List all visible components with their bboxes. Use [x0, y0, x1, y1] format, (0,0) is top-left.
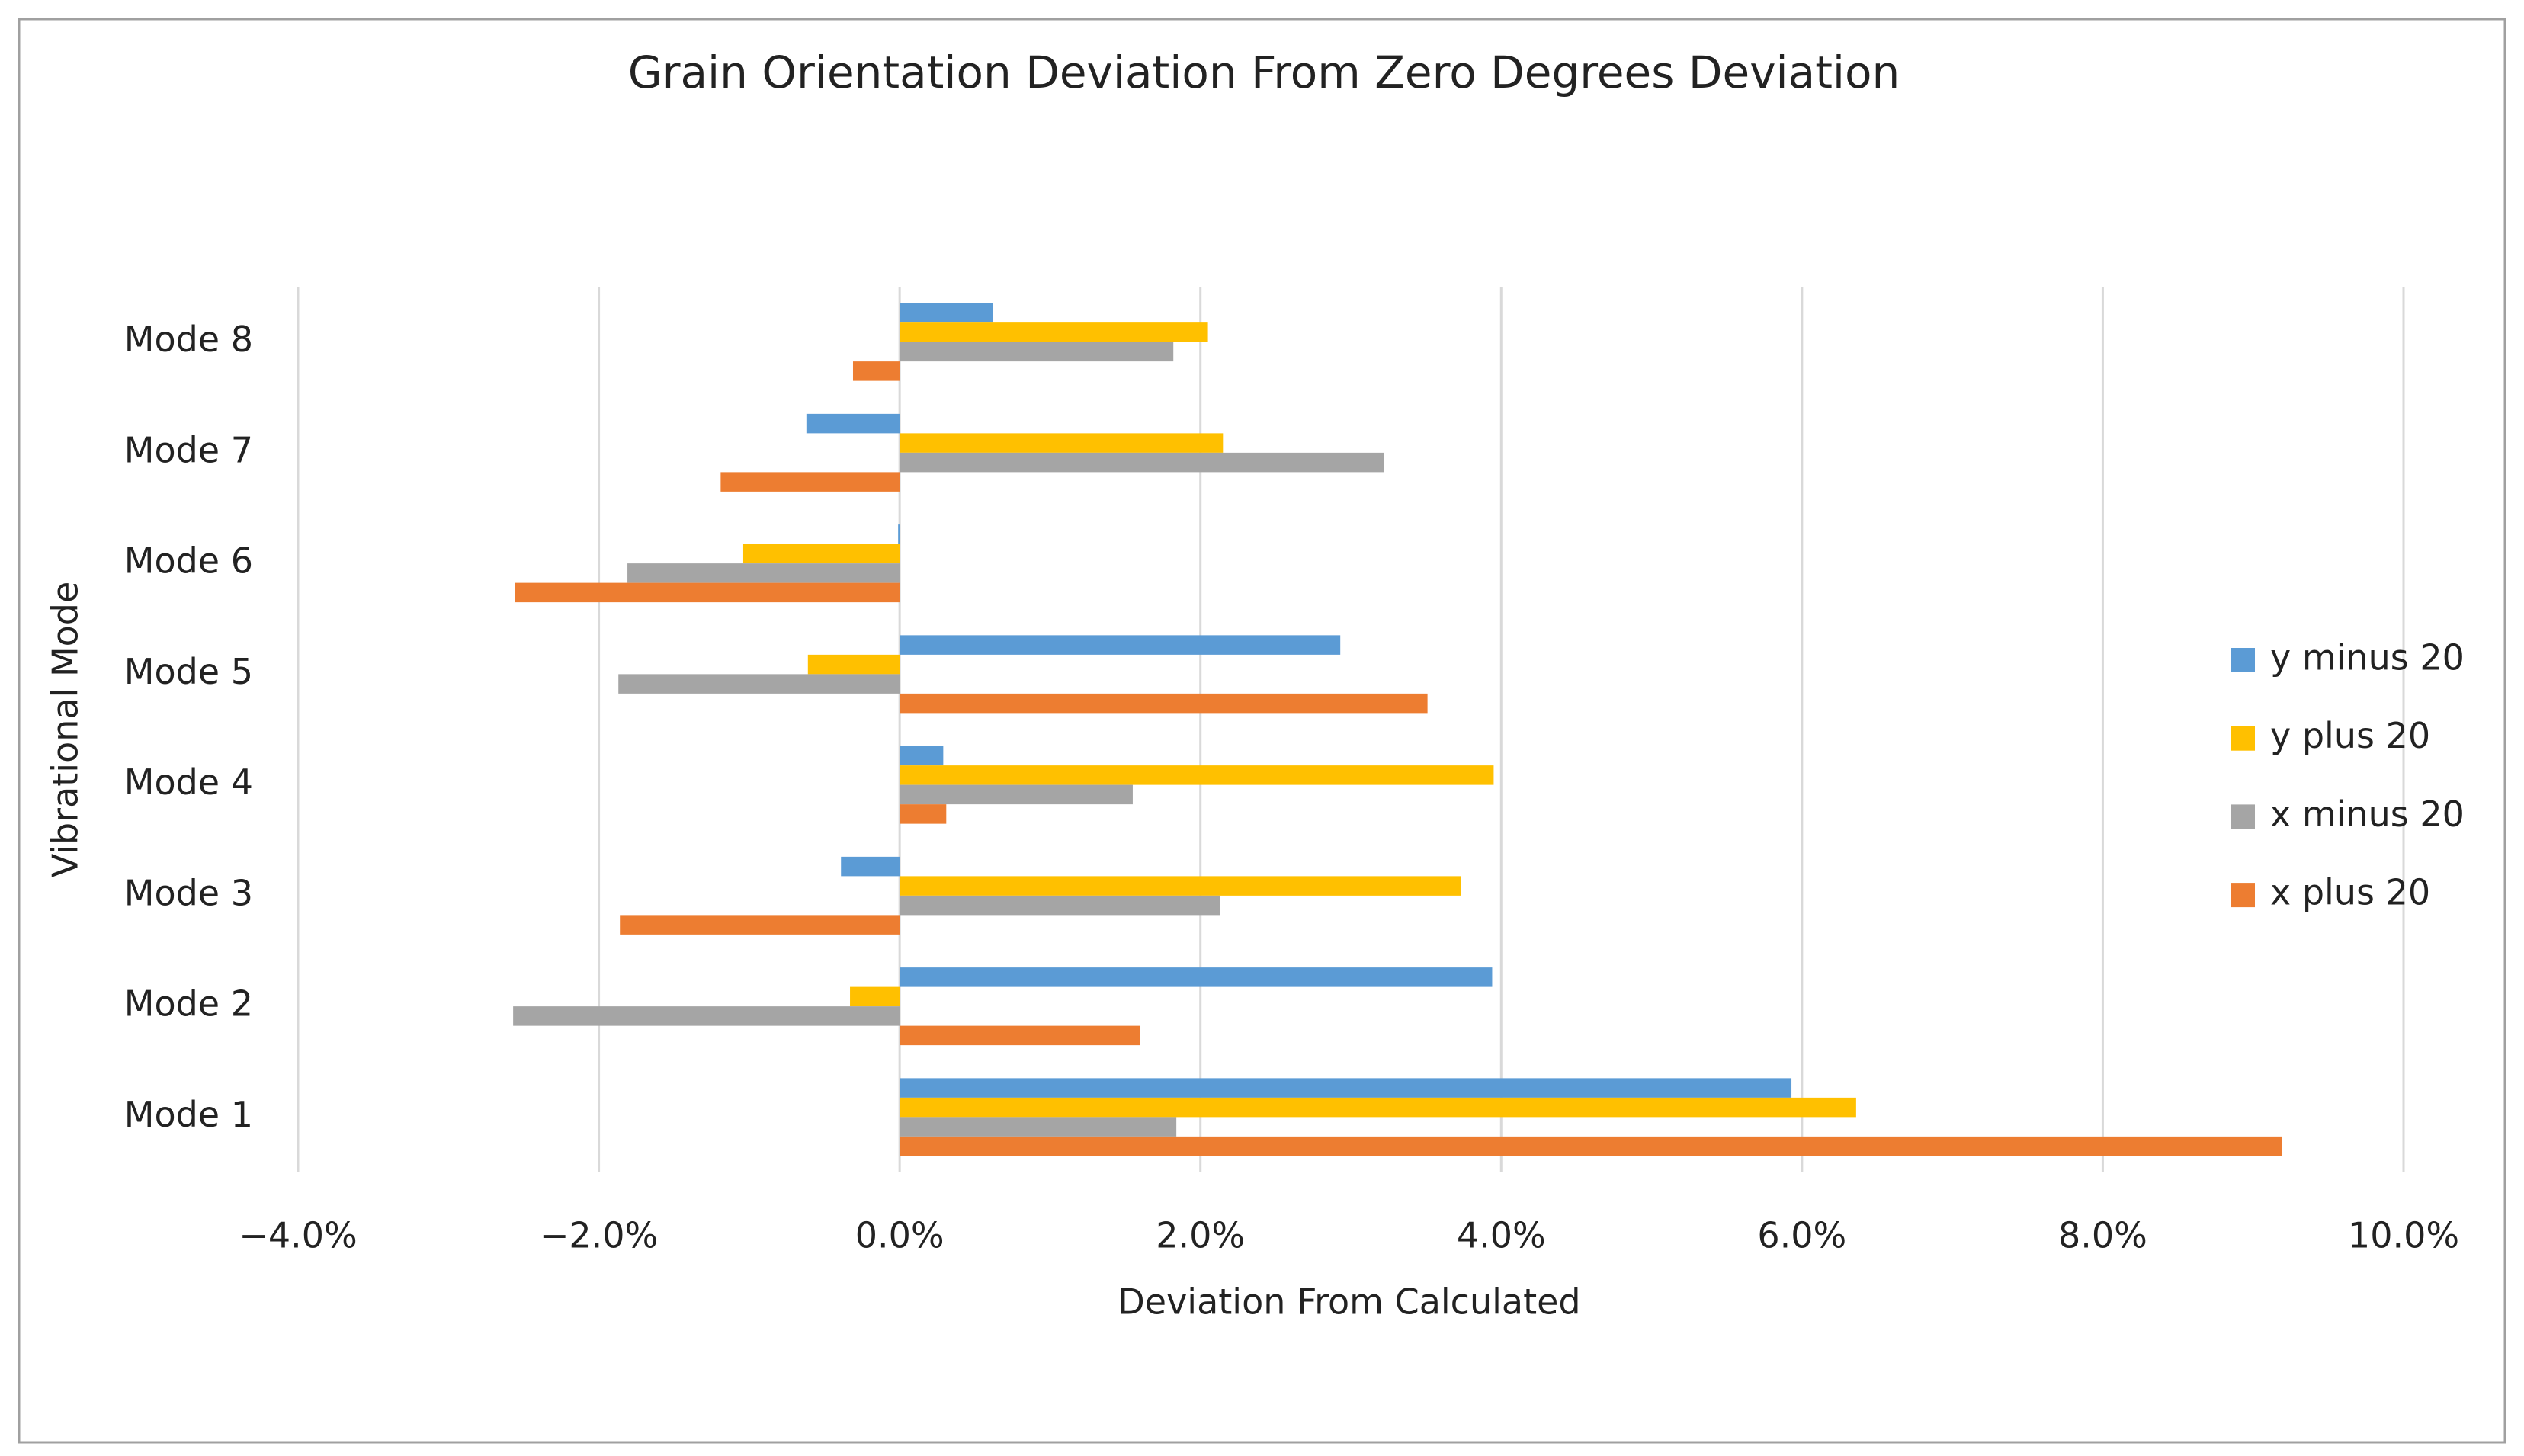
y-tick-label: Mode 3: [124, 872, 253, 913]
bar: [807, 654, 900, 675]
bar: [900, 342, 1174, 362]
legend-swatch: [2231, 883, 2255, 908]
x-tick-label: 2.0%: [1156, 1215, 1245, 1256]
legend-swatch: [2231, 726, 2255, 751]
legend-label: y minus 20: [2270, 637, 2465, 678]
bar: [720, 472, 900, 492]
bar: [900, 967, 1493, 987]
bar: [900, 452, 1384, 473]
x-axis-title: Deviation From Calculated: [1118, 1281, 1580, 1323]
chart-frame: [18, 18, 2506, 1444]
y-tick-label: Mode 8: [124, 319, 253, 360]
bar: [900, 765, 1494, 785]
y-axis-title: Vibrational Mode: [45, 582, 86, 878]
x-tick-label: 0.0%: [855, 1215, 944, 1256]
bar: [900, 635, 1341, 655]
bar: [742, 544, 900, 564]
y-tick-label: Mode 4: [124, 762, 253, 803]
bar: [620, 915, 900, 935]
x-tick-label: 10.0%: [2348, 1215, 2459, 1256]
x-tick-label: −4.0%: [239, 1215, 357, 1256]
legend-label: x minus 20: [2270, 794, 2465, 835]
bar: [627, 563, 900, 583]
bar: [806, 413, 900, 434]
bar: [900, 804, 947, 824]
bar: [900, 876, 1461, 896]
bar: [900, 1117, 1177, 1137]
bar: [618, 674, 900, 694]
bar: [900, 1136, 2282, 1156]
y-tick-label: Mode 5: [124, 651, 253, 692]
bar: [900, 433, 1224, 453]
bar: [515, 582, 900, 603]
bar: [852, 361, 900, 381]
legend-swatch: [2231, 804, 2255, 829]
bar: [898, 524, 900, 544]
x-tick-label: 8.0%: [2058, 1215, 2147, 1256]
bar: [900, 693, 1428, 714]
bar: [900, 1078, 1792, 1098]
bar: [900, 322, 1208, 342]
legend-label: x plus 20: [2270, 872, 2430, 913]
bar: [841, 856, 900, 877]
legend-swatch: [2231, 648, 2255, 672]
y-tick-label: Mode 2: [124, 983, 253, 1025]
bar: [900, 303, 993, 323]
bar: [513, 1006, 900, 1026]
chart-title: Grain Orientation Deviation From Zero De…: [628, 47, 1900, 98]
bar: [900, 895, 1220, 916]
bar: [900, 1097, 1856, 1118]
bar: [850, 986, 900, 1007]
y-tick-label: Mode 1: [124, 1094, 253, 1135]
x-tick-label: −2.0%: [540, 1215, 658, 1256]
x-tick-label: 6.0%: [1757, 1215, 1846, 1256]
bar: [900, 746, 944, 766]
x-tick-label: 4.0%: [1457, 1215, 1546, 1256]
y-tick-label: Mode 6: [124, 540, 253, 582]
bar: [900, 784, 1133, 805]
legend-label: y plus 20: [2270, 715, 2430, 756]
bar: [900, 1025, 1140, 1046]
y-tick-label: Mode 7: [124, 429, 253, 470]
